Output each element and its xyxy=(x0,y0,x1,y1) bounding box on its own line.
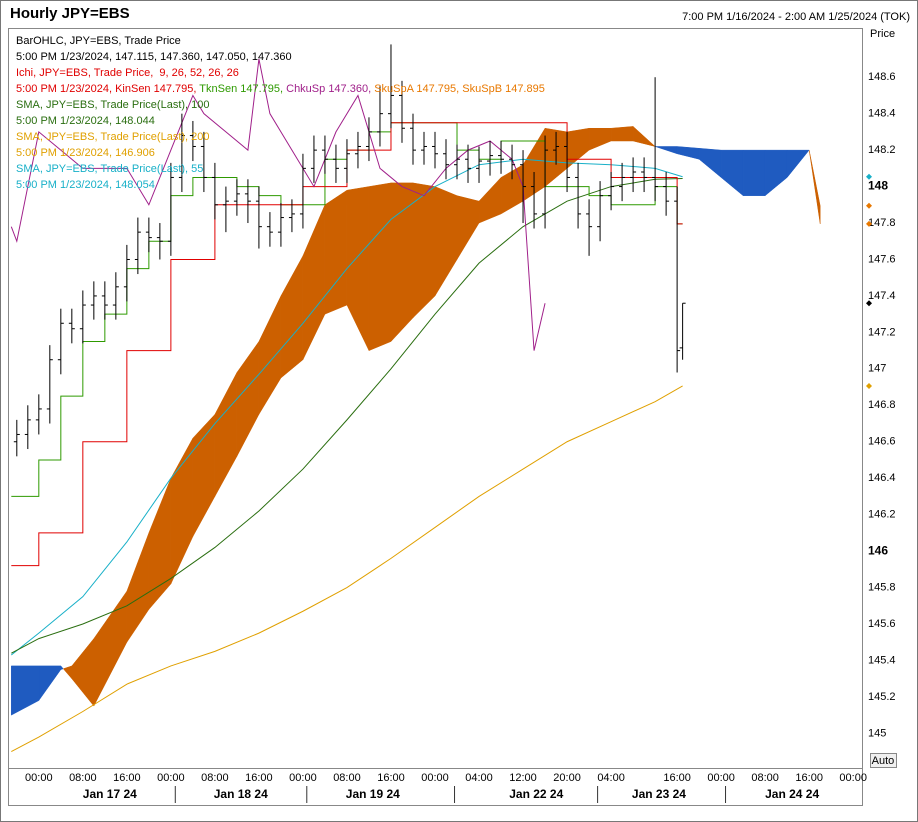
end-marker xyxy=(866,300,872,307)
x-tick-label: 16:00 xyxy=(245,772,273,784)
cloud-segment xyxy=(632,125,656,147)
auto-button-label[interactable]: Auto xyxy=(872,755,895,767)
x-tick-label: 00:00 xyxy=(421,772,449,784)
cloud-segment xyxy=(808,150,821,224)
x-tick-label: 04:00 xyxy=(597,772,625,784)
y-tick-label: 147.8 xyxy=(868,217,896,229)
cloud-segment xyxy=(60,665,64,670)
cloud-segment xyxy=(786,149,810,179)
x-tick-label: 12:00 xyxy=(509,772,537,784)
end-marker xyxy=(866,382,872,389)
legend-line: SMA, JPY=EBS, Trade Price(Last), 100 xyxy=(16,99,210,111)
y-tick-label: 145 xyxy=(868,727,886,739)
cloud-segment xyxy=(610,126,634,142)
legend-text: SMA, JPY=EBS, Trade Price(Last), 200 xyxy=(16,131,210,143)
x-tick-label: 16:00 xyxy=(377,772,405,784)
legend-text: KinSen 147.795, xyxy=(115,83,199,95)
legend-line: 5:00 PM 1/23/2024, 148.054 xyxy=(16,179,155,191)
legend-line: 5:00 PM 1/23/2024, 147.115, 147.360, 147… xyxy=(16,51,292,63)
x-tick-label: 08:00 xyxy=(333,772,361,784)
x-tick-label: 20:00 xyxy=(553,772,581,784)
date-range: 7:00 PM 1/16/2024 - 2:00 AM 1/25/2024 (T… xyxy=(682,11,910,23)
legend-text: SMA, JPY=EBS, Trade Price(Last), 100 xyxy=(16,99,210,111)
cloud-segment xyxy=(390,182,414,343)
legend-line: BarOHLC, JPY=EBS, Trade Price xyxy=(16,35,181,47)
date-label: Jan 17 24 xyxy=(83,787,137,801)
date-label: Jan 24 24 xyxy=(765,787,819,801)
legend-text: ChkuSp 147.360, xyxy=(286,83,374,95)
cloud-segment xyxy=(742,149,766,196)
y-tick-label: 146.6 xyxy=(868,436,896,448)
date-label: Jan 18 24 xyxy=(214,787,268,801)
legend-line: SMA, JPY=EBS, Trade Price(Last), 55 xyxy=(16,163,203,175)
x-tick-label: 16:00 xyxy=(795,772,823,784)
x-tick-label: 04:00 xyxy=(465,772,493,784)
y-tick-label: 148.6 xyxy=(868,71,896,83)
y-tick-label: 145.4 xyxy=(868,654,896,666)
x-tick-label: 00:00 xyxy=(25,772,53,784)
y-axis-label: Price xyxy=(870,28,895,40)
y-tick-label: 148 xyxy=(868,179,888,193)
x-tick-label: 16:00 xyxy=(113,772,141,784)
y-tick-label: 148.4 xyxy=(868,108,896,120)
x-tick-label: 00:00 xyxy=(839,772,867,784)
legend-line: SMA, JPY=EBS, Trade Price(Last), 200 xyxy=(16,131,210,143)
end-marker xyxy=(866,202,872,209)
y-tick-label: 146.8 xyxy=(868,399,896,411)
line-series xyxy=(11,178,683,654)
x-tick-label: 08:00 xyxy=(751,772,779,784)
legend-text: SMA, JPY=EBS, Trade Price(Last), 55 xyxy=(16,163,203,175)
x-tick-label: 16:00 xyxy=(663,772,691,784)
y-tick-label: 145.2 xyxy=(868,691,896,703)
line-series xyxy=(10,58,546,351)
y-tick-label: 148.2 xyxy=(868,144,896,156)
legend-text: 5:00 PM 1/23/2024, 148.044 xyxy=(16,115,155,127)
legend-text: 5:00 PM 1/23/2024, 147.115, 147.360, 147… xyxy=(16,51,292,63)
line-series xyxy=(10,158,683,656)
legend-text: TknSen 147.795, xyxy=(199,83,286,95)
y-tick-label: 147.4 xyxy=(868,290,896,302)
cloud-segment xyxy=(412,182,436,319)
legend-line: 5:00 PM 1/23/2024, KinSen 147.795, TknSe… xyxy=(16,83,545,95)
end-marker xyxy=(866,173,872,180)
chart-title: Hourly JPY=EBS xyxy=(10,5,130,22)
legend-line: 5:00 PM 1/23/2024, 146.906 xyxy=(16,147,155,159)
y-tick-label: 145.8 xyxy=(868,581,896,593)
x-tick-label: 00:00 xyxy=(157,772,185,784)
y-tick-label: 147.2 xyxy=(868,326,896,338)
end-marker xyxy=(866,220,872,227)
cloud-segment xyxy=(324,189,348,315)
auto-button[interactable] xyxy=(870,753,897,768)
legend-text: 5:00 PM 1/23/2024, xyxy=(16,83,115,95)
y-tick-label: 147.6 xyxy=(868,253,896,265)
legend-text: BarOHLC, JPY=EBS, Trade Price xyxy=(16,35,181,47)
y-tick-label: 146.4 xyxy=(868,472,896,484)
y-tick-label: 145.6 xyxy=(868,618,896,630)
legend-text: SkuSpA 147.795, xyxy=(374,83,462,95)
x-tick-label: 08:00 xyxy=(201,772,229,784)
date-label: Jan 22 24 xyxy=(509,787,563,801)
line-series xyxy=(11,385,683,753)
x-tick-label: 00:00 xyxy=(707,772,735,784)
cloud-segment xyxy=(368,182,392,351)
legend-line: Ichi, JPY=EBS, Trade Price, 9, 26, 52, 2… xyxy=(16,67,239,79)
y-tick-label: 147 xyxy=(868,363,886,375)
legend-text: Ichi, JPY=EBS, Trade Price, 9, 26, 52, 2… xyxy=(16,67,239,79)
x-axis-area xyxy=(8,768,863,806)
date-label: Jan 19 24 xyxy=(346,787,400,801)
legend-text: 5:00 PM 1/23/2024, 146.906 xyxy=(16,147,155,159)
y-tick-label: 146 xyxy=(868,543,888,557)
x-tick-label: 00:00 xyxy=(289,772,317,784)
legend-text: SkuSpB 147.895 xyxy=(462,83,545,95)
legend-line: 5:00 PM 1/23/2024, 148.044 xyxy=(16,115,155,127)
legend-text: 5:00 PM 1/23/2024, 148.054 xyxy=(16,179,155,191)
x-tick-label: 08:00 xyxy=(69,772,97,784)
line-series xyxy=(11,122,683,567)
y-tick-label: 146.2 xyxy=(868,509,896,521)
date-label: Jan 23 24 xyxy=(632,787,686,801)
